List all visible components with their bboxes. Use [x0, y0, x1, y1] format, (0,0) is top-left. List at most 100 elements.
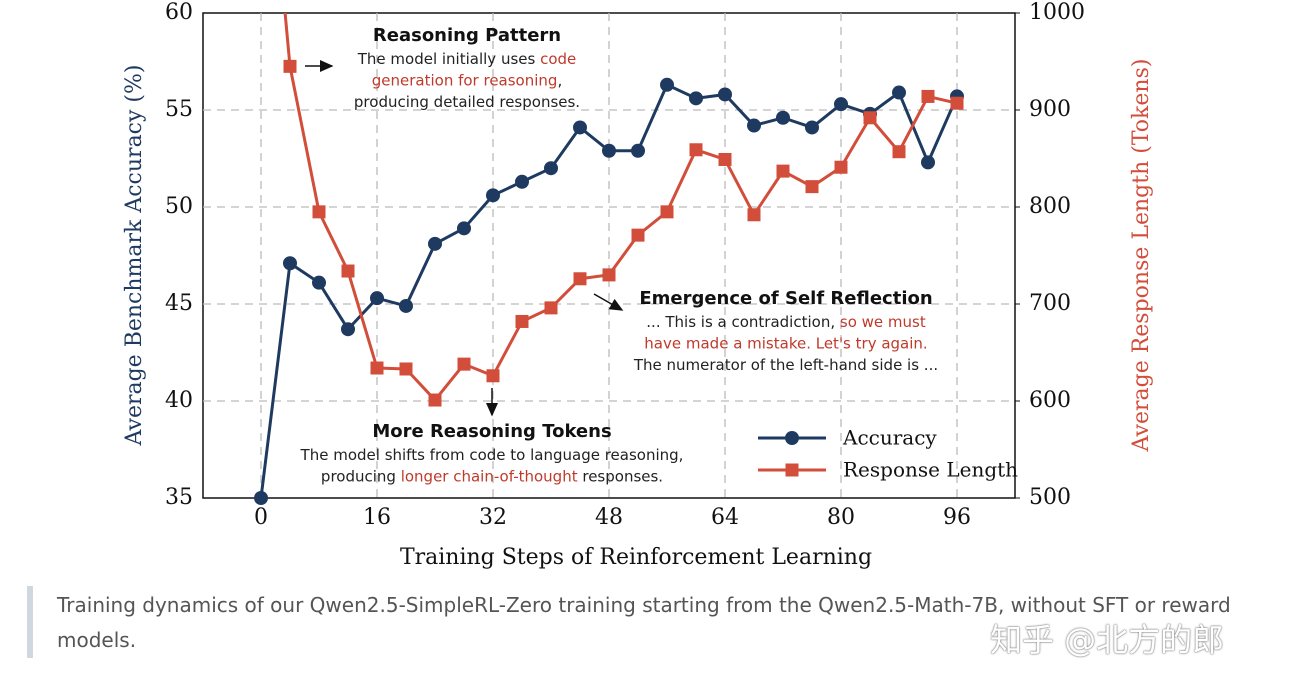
point	[457, 221, 471, 236]
chart: Training Steps of Reinforcement Learning…	[122, 0, 1154, 570]
x-tick-label: 0	[254, 505, 268, 530]
y-tick-label: 60	[165, 0, 193, 25]
annotation-line: generation for reasoning,	[372, 71, 562, 89]
point	[660, 77, 674, 92]
annotation-text: producing detailed responses.	[354, 93, 580, 111]
x-tick-label: 48	[595, 505, 623, 530]
point	[457, 357, 471, 371]
x-tick-label: 32	[479, 505, 507, 530]
annotation-title: Emergence of Self Reflection	[639, 288, 932, 309]
y2-tick-label: 600	[1029, 388, 1071, 413]
annotation-line: have made a mistake. Let's try again.	[644, 334, 927, 352]
point	[776, 110, 790, 125]
point	[747, 208, 761, 222]
y2-tick-label: 900	[1029, 97, 1071, 122]
y2-tick-label: 800	[1029, 194, 1071, 219]
point	[573, 272, 587, 286]
point	[254, 491, 268, 505]
point	[370, 291, 384, 306]
point	[689, 91, 703, 106]
point	[399, 298, 413, 313]
point	[486, 188, 500, 203]
y2-tick-label: 500	[1029, 485, 1071, 510]
point	[776, 164, 790, 178]
y-tick-label: 45	[165, 291, 193, 316]
legend-marker	[785, 463, 799, 477]
point	[312, 205, 326, 219]
annotation-text: The model initially uses	[357, 50, 540, 68]
point	[399, 362, 413, 376]
x-tick-label: 64	[711, 505, 739, 530]
annotation-line: producing longer chain-of-thought respon…	[321, 467, 663, 485]
point	[718, 87, 732, 102]
annotation-title: Reasoning Pattern	[373, 25, 561, 46]
point	[863, 111, 877, 125]
x-axis-label: Training Steps of Reinforcement Learning	[400, 545, 872, 570]
point	[805, 120, 819, 135]
annotation-line: The model initially uses code	[357, 50, 577, 68]
point	[921, 155, 935, 170]
point	[515, 174, 529, 189]
legend-label: Response Length	[843, 458, 1018, 482]
point	[834, 97, 848, 112]
caption: Training dynamics of our Qwen2.5-SimpleR…	[57, 593, 1231, 652]
annotation-text: The model shifts from code to language r…	[300, 446, 684, 464]
annotation-text: generation for reasoning	[372, 71, 558, 89]
point	[341, 264, 355, 278]
point	[660, 205, 674, 219]
y-tick-label: 40	[165, 388, 193, 413]
point	[370, 361, 384, 375]
y-axis-label: Average Benchmark Accuracy (%)	[122, 65, 147, 447]
y-tick-label: 35	[165, 485, 193, 510]
annotation-text: producing	[321, 467, 401, 485]
point	[631, 143, 645, 158]
point	[718, 152, 732, 166]
point	[602, 143, 616, 158]
point	[834, 160, 848, 174]
watermark: 知乎 @北方的郎	[990, 621, 1225, 659]
annotation-text: longer chain-of-thought	[401, 467, 578, 485]
point	[892, 85, 906, 100]
quote-bar	[27, 586, 33, 658]
annotation-title: More Reasoning Tokens	[372, 421, 611, 442]
point	[486, 369, 500, 383]
point	[283, 256, 297, 271]
point	[747, 118, 761, 133]
point	[921, 89, 935, 103]
y-tick-label: 55	[165, 97, 193, 122]
point	[950, 96, 964, 110]
point	[341, 322, 355, 337]
annotation-text: code	[540, 50, 576, 68]
point	[892, 145, 906, 159]
point	[602, 268, 616, 282]
point	[428, 236, 442, 251]
y2-tick-label: 700	[1029, 291, 1071, 316]
arrow	[593, 293, 624, 311]
annotation-line: ... This is a contradiction, so we must	[646, 313, 926, 331]
point	[283, 59, 297, 73]
annotation-text: ... This is a contradiction,	[646, 313, 840, 331]
annotation-text: have made a mistake. Let's try again.	[644, 334, 927, 352]
point	[544, 161, 558, 176]
point	[515, 314, 529, 328]
annotation-text: so we must	[840, 313, 926, 331]
annotation-line: producing detailed responses.	[354, 93, 580, 111]
legend-label: Accuracy	[842, 426, 937, 450]
point	[805, 180, 819, 194]
legend-marker	[785, 431, 799, 445]
annotation-text: The numerator of the left-hand side is .…	[633, 356, 938, 374]
y-tick-label: 50	[165, 194, 193, 219]
point	[689, 143, 703, 157]
point	[631, 228, 645, 242]
annotation-line: The numerator of the left-hand side is .…	[633, 356, 938, 374]
annotation-text: ,	[557, 71, 562, 89]
point	[544, 301, 558, 315]
point	[573, 120, 587, 135]
y2-tick-label: 1000	[1029, 0, 1085, 25]
x-tick-label: 80	[827, 505, 855, 530]
point	[312, 275, 326, 290]
x-tick-label: 16	[363, 505, 391, 530]
y2-axis-label: Average Response Length (Tokens)	[1129, 59, 1154, 453]
point	[428, 393, 442, 407]
